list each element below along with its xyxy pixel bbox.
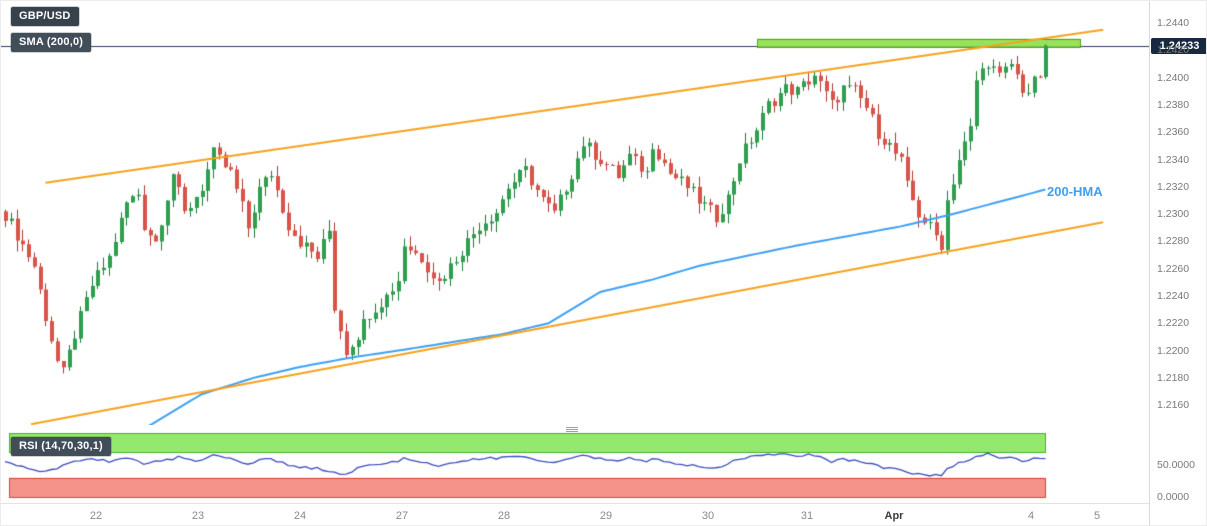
rsi-axis-label: 0.0000 [1157,491,1190,503]
price-axis-label: 1.2320 [1157,180,1190,193]
time-axis-label: 30 [701,510,715,522]
rsi-chart-canvas[interactable] [1,431,1149,501]
time-axis-label: 24 [293,510,307,522]
time-axis-label: 23 [191,510,205,522]
hma-line-label: 200-HMA [1047,184,1103,199]
sma-indicator-badge[interactable]: SMA (200,0) [11,33,92,52]
price-axis-label: 1.2220 [1157,317,1190,330]
price-axis-label: 1.2360 [1157,126,1190,139]
price-axis-label: 1.2200 [1157,344,1190,357]
price-axis-label: 1.2160 [1157,399,1190,412]
time-axis-label: 4 [1027,510,1035,522]
price-chart-pane: GBP/USD SMA (200,0) 200-HMA [1,1,1149,427]
price-axis-label: 1.2300 [1157,208,1190,221]
price-axis-label: 1.2280 [1157,235,1190,248]
time-axis-label: Apr [884,510,904,522]
price-axis-label: 1.2340 [1157,153,1190,166]
price-axis-label: 1.2260 [1157,262,1190,275]
time-axis-label: 27 [395,510,409,522]
rsi-pane: RSI (14,70,30,1) [1,431,1149,501]
price-axis-label: 1.2420 [1157,44,1190,57]
price-axis-label: 1.2240 [1157,290,1190,302]
time-axis-label: 29 [599,510,613,522]
time-axis-label: 31 [800,510,814,522]
rsi-indicator-badge[interactable]: RSI (14,70,30,1) [11,437,111,456]
time-axis[interactable]: 22 23 24 27 28 29 30 31 Apr 4 5 [1,503,1149,525]
price-axis-label: 1.2380 [1157,98,1190,111]
candlestick-chart-canvas[interactable] [1,1,1149,427]
time-axis-label: 5 [1093,510,1101,522]
price-axis-label: 1.2180 [1157,371,1190,384]
price-axis-label: 1.2440 [1157,17,1190,29]
rsi-axis-label: 50.0000 [1157,459,1195,471]
price-axis[interactable]: 1.24233 1.2440 1.2420 1.2400 1.2380 1.2360 1.… [1149,1,1206,525]
symbol-badge: GBP/USD [11,7,79,26]
time-axis-label: 22 [89,510,103,522]
current-price-badge: 1.24233 [1151,37,1206,54]
price-axis-label: 1.2400 [1157,71,1190,84]
time-axis-label: 28 [497,510,511,522]
